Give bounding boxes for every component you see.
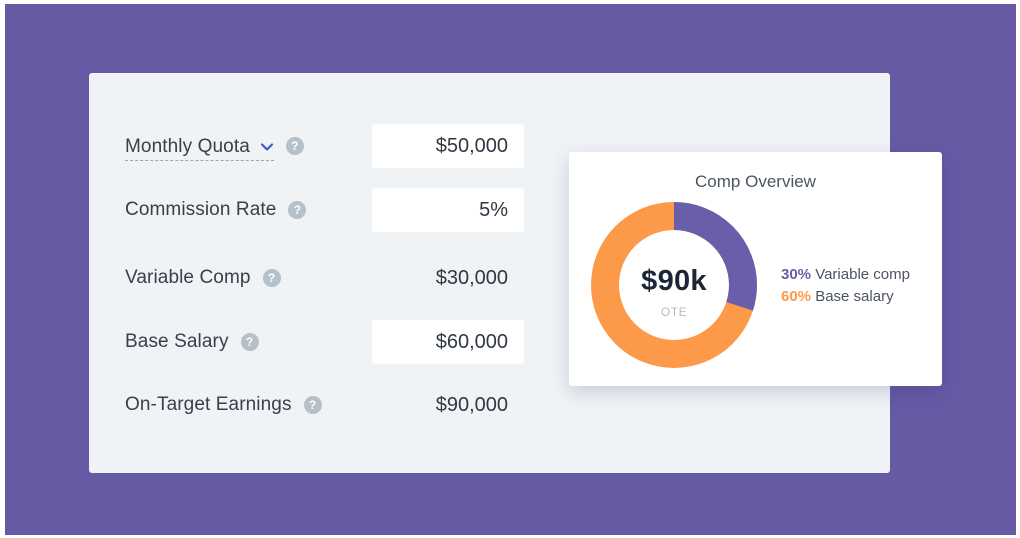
on-target-earnings-row: On-Target Earnings ? $90,000 [89,383,890,427]
monthly-quota-input[interactable] [372,124,524,168]
legend-item-variable: 30% Variable comp [781,264,910,286]
comp-legend: 30% Variable comp 60% Base salary [781,264,910,308]
on-target-earnings-value: $90,000 [435,393,508,416]
variable-comp-label: Variable Comp [125,267,251,288]
on-target-earnings-label: On-Target Earnings [125,394,292,415]
help-icon[interactable]: ? [240,333,259,351]
base-salary-label-group: Base Salary ? [125,320,259,364]
monthly-quota-row: Monthly Quota ? [89,124,890,168]
help-icon[interactable]: ? [262,269,281,287]
variable-comp-label-group: Variable Comp ? [125,256,281,300]
legend-variable-percent: 30% [781,266,812,283]
variable-comp-row: Variable Comp ? $30,000 [89,256,890,300]
legend-base-label: Base salary [815,288,894,305]
variable-comp-value: $30,000 [435,266,508,289]
quota-period-dropdown[interactable]: Monthly Quota [125,136,274,161]
donut-segment-variable [591,202,757,368]
help-icon[interactable]: ? [285,137,304,155]
commission-rate-input[interactable] [372,188,524,232]
ote-label: OTE [660,305,688,319]
monthly-quota-label: Monthly Quota [125,135,250,157]
legend-item-base: 60% Base salary [781,286,910,308]
help-icon[interactable]: ? [288,201,307,219]
comp-overview-card: Comp Overview $90k OTE 30% Variable comp… [569,152,942,386]
on-target-earnings-label-group: On-Target Earnings ? [125,383,322,427]
monthly-quota-label-group: Monthly Quota ? [125,124,304,168]
help-icon[interactable]: ? [303,396,322,414]
comp-donut-chart [591,202,757,368]
chevron-down-icon[interactable] [260,140,274,154]
commission-rate-label-group: Commission Rate ? [125,188,307,232]
commission-rate-label: Commission Rate [125,199,277,220]
ote-amount: $90k [641,265,707,297]
legend-base-percent: 60% [781,288,812,305]
legend-variable-label: Variable comp [815,266,910,283]
commission-rate-row: Commission Rate ? [89,188,890,232]
base-salary-row: Base Salary ? [89,320,890,364]
base-salary-label: Base Salary [125,331,229,352]
base-salary-input[interactable] [372,320,524,364]
comp-overview-title: Comp Overview [695,172,816,191]
